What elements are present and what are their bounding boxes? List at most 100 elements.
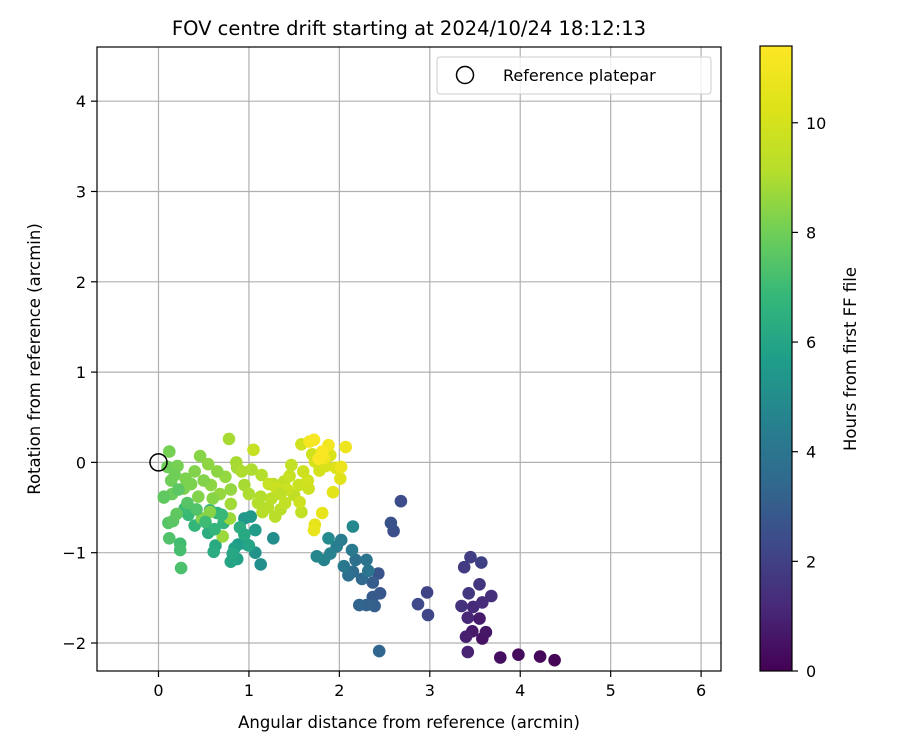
data-point — [459, 630, 473, 643]
y-tick-label: 2 — [76, 273, 86, 292]
data-point — [256, 505, 269, 519]
data-point — [203, 505, 217, 519]
colorbar-label: Hours from first FF file — [841, 267, 860, 451]
data-point — [222, 432, 236, 446]
data-point — [168, 468, 182, 482]
data-point — [254, 558, 267, 571]
data-point — [457, 560, 471, 574]
data-point — [174, 561, 188, 575]
plot-frame — [96, 46, 722, 672]
data-point — [420, 586, 434, 599]
data-point — [163, 532, 176, 545]
data-point — [226, 547, 239, 560]
data-point — [193, 449, 207, 463]
data-point — [224, 497, 238, 511]
data-point — [197, 474, 210, 487]
data-point — [326, 485, 340, 499]
data-point — [249, 523, 262, 537]
data-point — [310, 550, 324, 563]
x-axis-ticks: 0 1 2 3 4 5 6 — [153, 671, 706, 700]
data-point — [533, 650, 547, 663]
chart-title: FOV centre drift starting at 2024/10/24 … — [172, 17, 646, 40]
data-point — [372, 567, 385, 580]
data-point — [224, 483, 238, 496]
data-point — [337, 559, 351, 573]
data-point — [353, 598, 366, 612]
legend-marker-icon — [455, 65, 475, 85]
data-point — [485, 589, 498, 603]
data-point — [192, 490, 205, 504]
colorbar — [759, 45, 793, 672]
data-point — [206, 492, 220, 505]
data-point — [307, 523, 321, 537]
x-tick-label: 2 — [334, 681, 344, 700]
data-point — [208, 522, 221, 536]
data-point — [315, 506, 329, 520]
x-axis-label: Angular distance from reference (arcmin) — [238, 713, 580, 732]
grid — [97, 47, 721, 671]
data-point — [473, 578, 486, 591]
data-point — [242, 539, 256, 552]
data-point — [349, 553, 362, 567]
y-axis-ticks: −2 −1 0 1 2 3 4 — [62, 92, 97, 653]
x-tick-label: 1 — [244, 681, 254, 700]
y-tick-label: 4 — [76, 92, 86, 111]
y-tick-label: 0 — [76, 453, 86, 472]
data-point — [295, 505, 308, 519]
y-tick-label: 3 — [76, 182, 86, 201]
y-axis-label: Rotation from reference (arcmin) — [25, 223, 44, 495]
colorbar-tick-label: 6 — [806, 333, 816, 352]
data-point — [548, 653, 561, 667]
x-tick-label: 4 — [515, 681, 525, 700]
data-point — [188, 465, 201, 478]
data-point — [179, 472, 192, 486]
colorbar-tick-label: 4 — [806, 443, 816, 462]
colorbar-tick-label: 8 — [806, 223, 816, 242]
x-tick-label: 0 — [153, 681, 163, 700]
x-tick-label: 3 — [425, 681, 435, 700]
legend-entry-label: Reference platepar — [503, 66, 656, 85]
scatter-points — [157, 432, 561, 667]
data-point — [207, 545, 220, 559]
data-point — [173, 543, 187, 557]
data-point — [339, 440, 353, 454]
legend-box — [436, 56, 712, 95]
data-point — [334, 460, 348, 474]
data-point — [244, 510, 257, 523]
data-point — [411, 597, 425, 611]
reference-platepar-marker — [149, 453, 168, 472]
data-point — [170, 507, 183, 521]
data-point — [163, 445, 176, 458]
data-point — [283, 469, 296, 483]
data-point — [312, 452, 325, 466]
legend: Reference platepar — [436, 56, 712, 95]
data-point — [181, 496, 194, 510]
data-point — [475, 556, 488, 569]
data-point — [245, 463, 258, 476]
data-point — [278, 496, 292, 510]
y-tick-label: −1 — [62, 544, 86, 563]
data-point — [346, 520, 360, 533]
data-point — [479, 625, 493, 639]
data-point — [211, 465, 224, 478]
y-tick-label: −2 — [62, 634, 86, 653]
data-point — [238, 528, 251, 541]
data-point — [461, 611, 475, 624]
data-point — [372, 644, 386, 658]
data-point — [394, 494, 408, 508]
data-point — [247, 443, 260, 457]
data-point — [362, 564, 375, 578]
data-point — [322, 532, 335, 545]
data-point — [199, 515, 212, 529]
data-point — [512, 648, 525, 661]
data-point — [464, 550, 477, 564]
data-point — [462, 587, 476, 600]
colorbar-tick-label: 10 — [806, 114, 826, 133]
data-point — [360, 553, 373, 567]
data-point — [301, 474, 315, 487]
colorbar-tick-label: 2 — [806, 552, 816, 571]
data-point — [242, 487, 256, 501]
data-point — [421, 608, 435, 622]
data-point — [366, 576, 380, 589]
